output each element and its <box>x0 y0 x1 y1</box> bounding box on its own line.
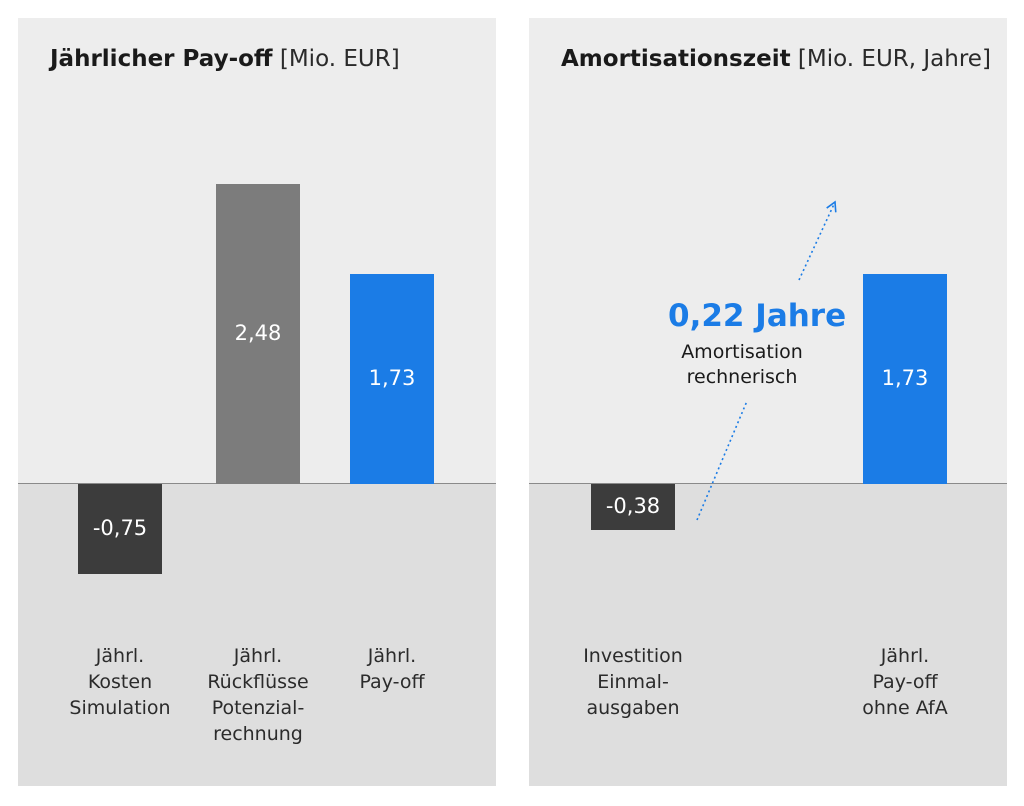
bar-value-label-payoff: 1,73 <box>881 365 929 390</box>
category-label-returns: Jährl. Rückflüsse Potenzial- rechnung <box>207 645 309 745</box>
zero-baseline <box>529 483 1007 485</box>
bar-investment <box>591 483 675 530</box>
zero-baseline <box>18 483 496 485</box>
category-label-payoff: Jährl. Pay-off <box>359 645 425 693</box>
bar-value-label-investment: -0,38 <box>605 493 661 518</box>
bar-payoff <box>863 274 947 484</box>
chart-panel-annual-payoff: Jährlicher Pay-off [Mio. EUR] -0,75 Jährl… <box>18 18 496 786</box>
chart-title: Amortisationszeit [Mio. EUR, Jahre] <box>561 46 991 72</box>
chart-panel-payback-period: Amortisationszeit [Mio. EUR, Jahre] 0,22… <box>529 18 1007 786</box>
bar-returns <box>216 183 300 484</box>
payback-annotation-text: Amortisation rechnerisch <box>681 341 803 388</box>
plot-background-negative <box>529 483 1007 786</box>
bar-costs <box>78 483 162 575</box>
bar-value-label-costs: -0,75 <box>92 515 148 540</box>
payback-arrow-overlay <box>696 200 837 521</box>
bar-payoff <box>350 274 434 484</box>
payback-arrow-lower <box>696 400 748 521</box>
category-label-payoff: Jährl. Pay-off ohne AfA <box>862 645 948 719</box>
payback-arrow-upper <box>798 200 837 281</box>
category-label-costs: Jährl. Kosten Simulation <box>69 645 171 719</box>
category-label-investment: Investition Einmal- ausgaben <box>583 645 683 719</box>
bar-value-label-returns: 2,48 <box>234 320 282 345</box>
chart-title: Jährlicher Pay-off [Mio. EUR] <box>50 46 400 72</box>
payback-annotation-value: 0,22 Jahre <box>668 298 847 334</box>
bar-value-label-payoff: 1,73 <box>368 365 416 390</box>
